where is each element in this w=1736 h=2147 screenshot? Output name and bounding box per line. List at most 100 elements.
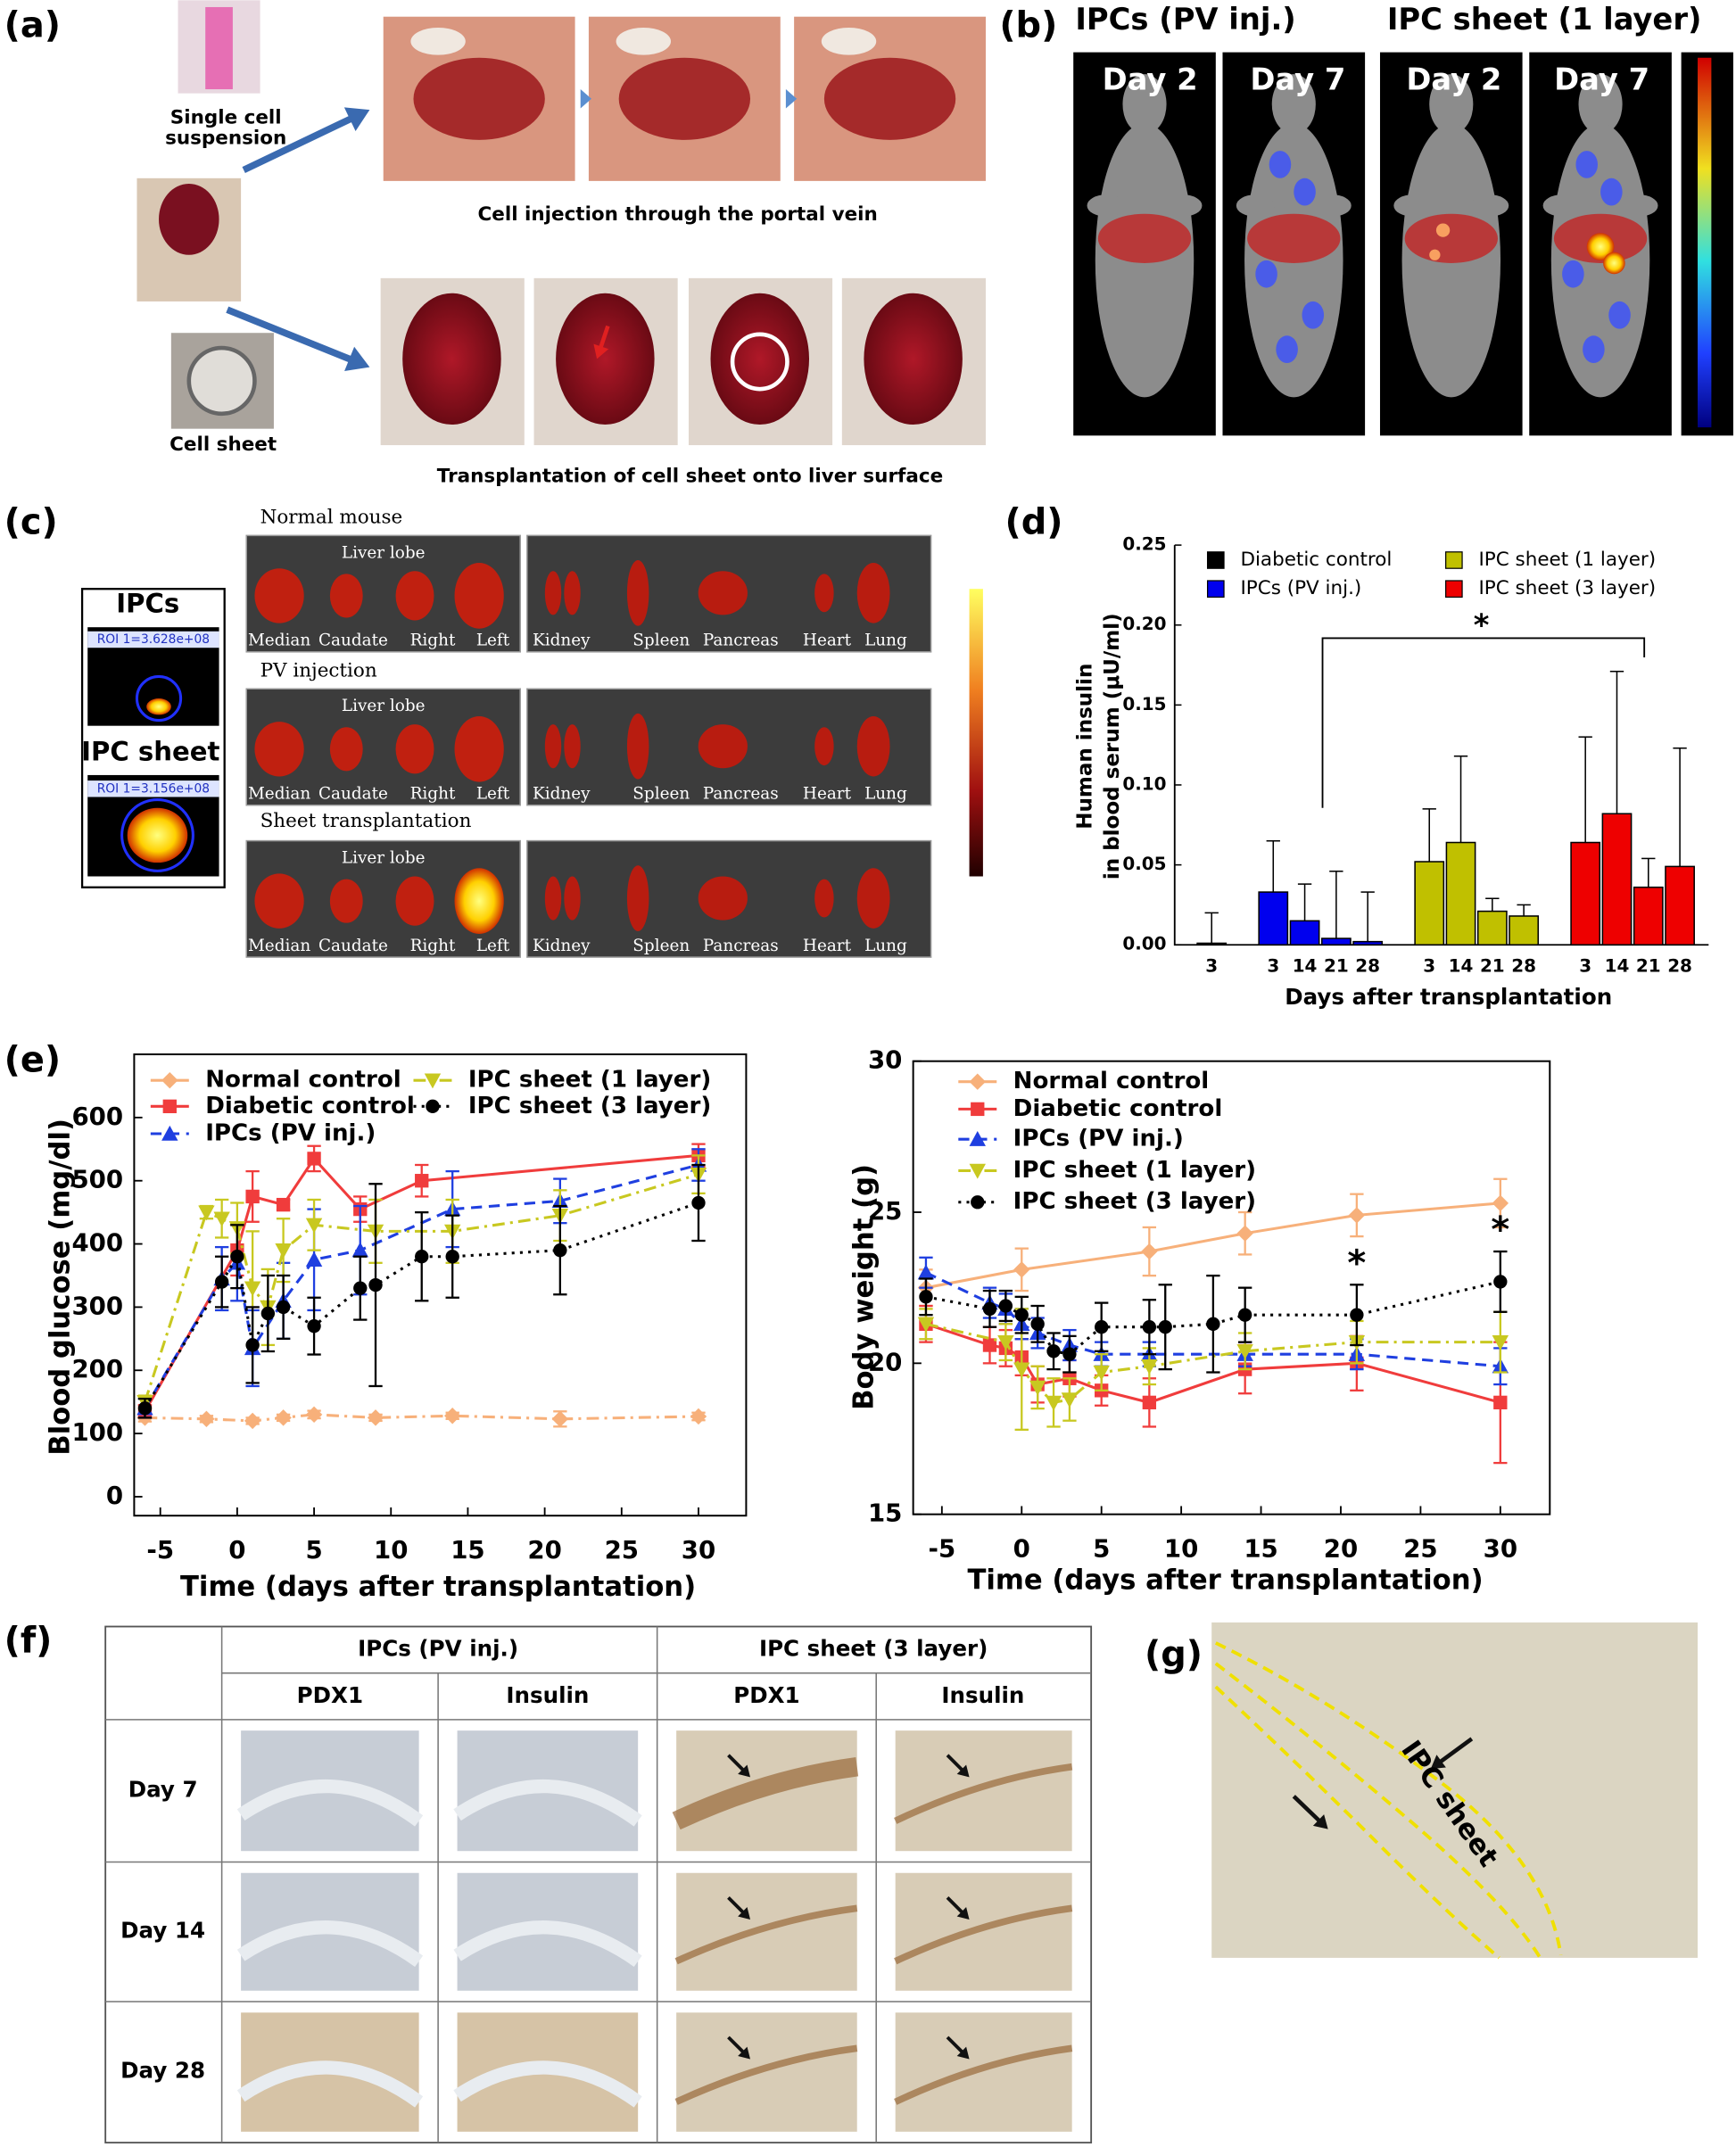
marker bbox=[1206, 1317, 1220, 1331]
sheet-outline bbox=[1214, 1662, 1542, 1959]
marker bbox=[244, 1281, 261, 1297]
bar bbox=[1601, 813, 1633, 946]
legend-swatch bbox=[1206, 580, 1225, 599]
x-tick-label: 14 bbox=[1449, 954, 1474, 976]
marker bbox=[213, 1211, 230, 1227]
day-label: Day 7 bbox=[1250, 62, 1345, 96]
marker bbox=[1237, 1308, 1252, 1322]
marker bbox=[415, 1174, 429, 1188]
mouse-paw bbox=[1163, 194, 1203, 217]
significance-mark: * bbox=[1491, 1210, 1509, 1251]
panel-label: (g) bbox=[1145, 1634, 1203, 1675]
legend-label: IPCs (PV inj.) bbox=[205, 1120, 376, 1147]
marker bbox=[198, 1205, 215, 1221]
signal-spot bbox=[1583, 335, 1605, 363]
row-label: Day 14 bbox=[120, 1918, 205, 1944]
legend-label: IPCs (PV inj.) bbox=[1240, 577, 1361, 599]
series-line bbox=[144, 1163, 699, 1409]
organ-label: Kidney bbox=[533, 937, 591, 955]
marker bbox=[367, 1409, 384, 1426]
organ-label: Pancreas bbox=[703, 784, 779, 803]
row-label: Day 28 bbox=[120, 2057, 205, 2083]
marker bbox=[1029, 1380, 1046, 1396]
organ bbox=[329, 574, 363, 618]
marker bbox=[1158, 1320, 1172, 1334]
legend-label: Normal control bbox=[1013, 1068, 1210, 1094]
organ bbox=[454, 715, 504, 782]
y-tick-label: 0.05 bbox=[1122, 853, 1166, 874]
panel-label: (a) bbox=[4, 4, 61, 45]
arrow-head bbox=[738, 1907, 751, 1920]
roi-label-bg bbox=[87, 780, 219, 797]
organ bbox=[814, 727, 834, 766]
histology-image bbox=[895, 2012, 1072, 2132]
bar bbox=[1352, 940, 1384, 946]
organ bbox=[856, 715, 890, 777]
marker bbox=[305, 1406, 323, 1424]
tissue-edge bbox=[236, 1779, 424, 1827]
legend-label: Diabetic control bbox=[1013, 1095, 1223, 1122]
organ bbox=[544, 876, 562, 921]
organ-label: Left bbox=[476, 632, 510, 650]
legend-swatch bbox=[1206, 551, 1225, 569]
table-header: IPC sheet (3 layer) bbox=[759, 1636, 988, 1662]
panel-label: (e) bbox=[4, 1040, 62, 1081]
organ-label: Left bbox=[476, 784, 510, 803]
marker bbox=[305, 1251, 323, 1267]
table-header: IPCs (PV inj.) bbox=[358, 1636, 518, 1662]
x-tick-label: 20 bbox=[527, 1535, 561, 1565]
organ bbox=[454, 563, 504, 629]
marker bbox=[1046, 1344, 1061, 1358]
organ bbox=[856, 563, 890, 623]
liver bbox=[710, 293, 810, 425]
tissue-edge bbox=[236, 1920, 424, 1967]
sheet-outline bbox=[1214, 1641, 1563, 1956]
organ bbox=[329, 727, 363, 772]
organ-label: Right bbox=[410, 784, 456, 803]
surgery-tool bbox=[410, 27, 466, 55]
y-tick-label: 30 bbox=[868, 1045, 902, 1075]
marker bbox=[351, 1242, 368, 1258]
stained-band bbox=[674, 2044, 858, 2105]
organ bbox=[698, 876, 748, 921]
marker bbox=[137, 1401, 153, 1416]
panel-label: (f) bbox=[4, 1620, 53, 1661]
y-tick-label: 0.15 bbox=[1122, 693, 1166, 714]
caption: suspension bbox=[165, 127, 286, 149]
legend-label: IPC sheet (3 layer) bbox=[1013, 1188, 1256, 1215]
marker bbox=[275, 1243, 292, 1259]
marker bbox=[445, 1250, 459, 1264]
marker bbox=[244, 1412, 261, 1430]
mouse-head bbox=[1271, 74, 1316, 135]
mouse-incision bbox=[159, 183, 219, 255]
histology-image bbox=[1211, 1622, 1699, 1958]
organ-label: Right bbox=[410, 937, 456, 955]
organ bbox=[395, 876, 434, 926]
legend-marker bbox=[969, 1163, 986, 1179]
organ-label: Spleen bbox=[632, 632, 690, 650]
legend-swatch bbox=[1445, 580, 1463, 599]
roi bbox=[135, 674, 183, 723]
organ bbox=[395, 724, 434, 774]
y-tick-label: 0.00 bbox=[1122, 933, 1166, 954]
mouse-paw bbox=[1619, 194, 1658, 217]
mouse-paw bbox=[1542, 194, 1582, 217]
organ-label: Kidney bbox=[533, 784, 591, 803]
x-tick-label: 28 bbox=[1667, 954, 1692, 976]
legend-label: Diabetic control bbox=[205, 1093, 415, 1119]
y-axis-label: in blood serum (μU/ml) bbox=[1101, 613, 1124, 879]
signal-spot bbox=[1608, 301, 1631, 329]
histology-image bbox=[676, 1872, 857, 1991]
organ bbox=[454, 868, 504, 934]
marker bbox=[353, 1281, 368, 1295]
row-title: PV injection bbox=[260, 659, 377, 681]
tissue-edge bbox=[453, 1920, 642, 1967]
marker bbox=[245, 1189, 260, 1204]
stained-band bbox=[674, 1904, 858, 1965]
group-title: IPC sheet (1 layer) bbox=[1387, 2, 1702, 37]
arrow bbox=[727, 1754, 746, 1772]
x-tick-label: 10 bbox=[1164, 1534, 1198, 1564]
arrow-head bbox=[1312, 1814, 1328, 1829]
stained-band bbox=[894, 1763, 1073, 1824]
organ-label: Spleen bbox=[632, 784, 690, 803]
